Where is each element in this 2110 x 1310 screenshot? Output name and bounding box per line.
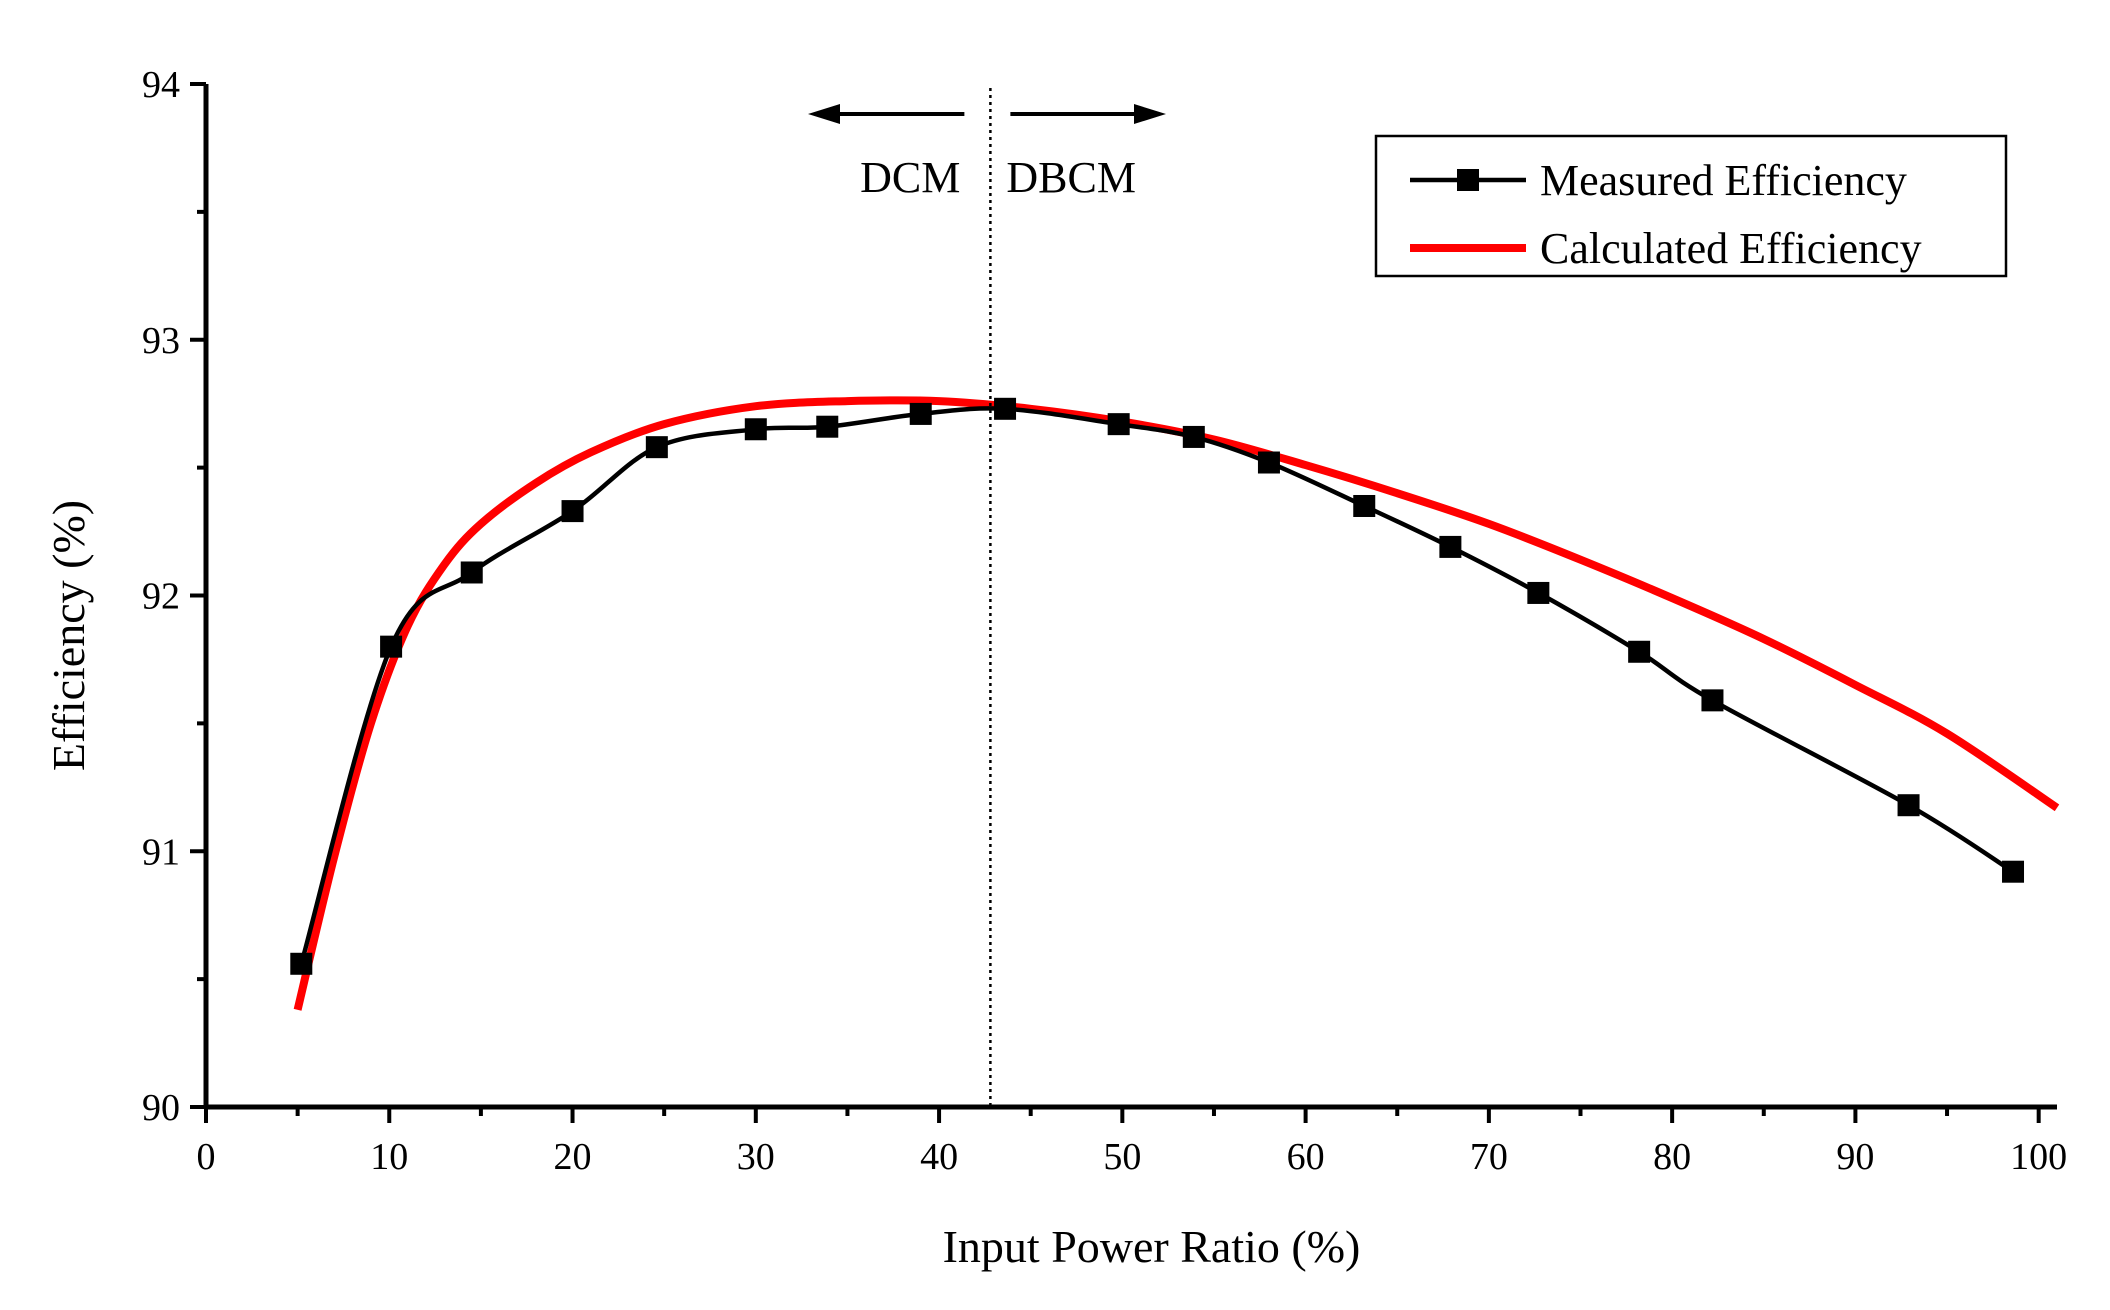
measured-point <box>645 436 668 459</box>
x-tick-label: 40 <box>920 1136 958 1178</box>
x-tick-label: 100 <box>2010 1136 2067 1178</box>
measured-point <box>1353 494 1376 517</box>
measured-point <box>1182 425 1205 448</box>
y-tick-label: 93 <box>142 320 180 362</box>
dcm-arrow-head <box>808 104 840 124</box>
legend-entry-1: Calculated Efficiency <box>1410 224 1922 273</box>
legend: Measured Efficiency Calculated Efficiency <box>1374 134 2008 278</box>
series-layer <box>290 396 2060 1011</box>
measured-point <box>290 952 313 975</box>
measured-point <box>460 561 483 584</box>
dcm-label: DCM <box>860 153 960 202</box>
measured-point <box>1701 689 1724 712</box>
x-tick-label: 60 <box>1287 1136 1325 1178</box>
measured-point <box>1439 535 1462 558</box>
measured-point <box>380 635 403 658</box>
x-tick-label: 90 <box>1836 1136 1874 1178</box>
y-tick-label: 92 <box>142 576 180 618</box>
dbcm-arrow-head <box>1134 104 1166 124</box>
x-tick-label: 0 <box>197 1136 216 1178</box>
dbcm-label: DBCM <box>1006 153 1136 202</box>
measured-point <box>1897 794 1920 817</box>
calculated-efficiency-line <box>293 396 2060 1011</box>
y-axis-title: Efficiency (%) <box>43 500 94 771</box>
x-tick-label: 20 <box>554 1136 592 1178</box>
measured-efficiency-line <box>299 406 2015 965</box>
series-1 <box>293 396 2060 1011</box>
x-tick-label: 10 <box>370 1136 408 1178</box>
measured-point <box>1107 413 1130 436</box>
measured-point <box>744 418 767 441</box>
axes: 0 10 20 30 40 50 60 70 80 90 100 90 91 92 93 94 Input Po… <box>43 64 2067 1272</box>
measured-point <box>1257 451 1280 474</box>
measured-point <box>1628 640 1651 663</box>
x-tick-label: 50 <box>1103 1136 1141 1178</box>
y-tick-label: 91 <box>142 831 180 873</box>
x-axis-title: Input Power Ratio (%) <box>943 1221 1361 1272</box>
y-tick-label: 94 <box>142 64 180 106</box>
measured-point <box>816 415 839 438</box>
legend-entry-0: Measured Efficiency <box>1410 156 1907 205</box>
measured-point <box>994 397 1017 420</box>
x-tick-label: 30 <box>737 1136 775 1178</box>
legend-box <box>1374 134 2008 278</box>
measured-point <box>1527 581 1550 604</box>
y-tick-label: 90 <box>142 1087 180 1129</box>
annotation-layer: DCM DBCM <box>808 88 1166 1107</box>
x-tick-label: 70 <box>1470 1136 1508 1178</box>
measured-point <box>2002 860 2025 883</box>
legend-label: Measured Efficiency <box>1540 156 1907 205</box>
measured-point <box>561 500 584 523</box>
series-0 <box>290 397 2025 975</box>
legend-marker <box>1457 169 1479 191</box>
legend-label: Calculated Efficiency <box>1540 224 1922 273</box>
x-tick-label: 80 <box>1653 1136 1691 1178</box>
measured-point <box>909 402 932 425</box>
